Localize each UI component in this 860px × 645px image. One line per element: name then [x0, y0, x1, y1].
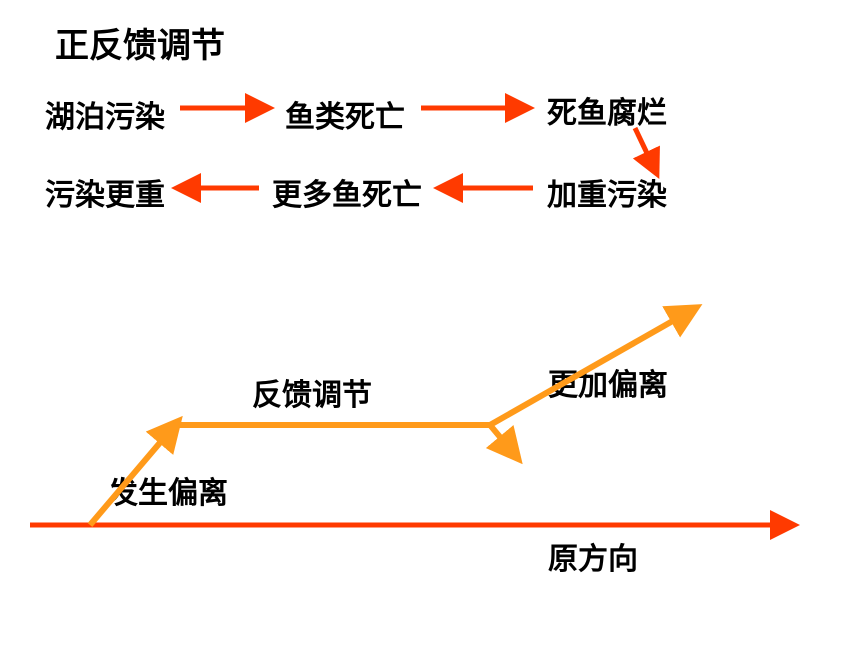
cycle-node-rot: 死鱼腐烂 — [547, 88, 667, 132]
cycle-node-more-death: 更多鱼死亡 — [272, 170, 422, 214]
label-direction: 原方向 — [548, 534, 638, 578]
cycle-node-fish-death: 鱼类死亡 — [285, 92, 405, 136]
diagram-title: 正反馈调节 — [55, 18, 225, 67]
label-more-deviate: 更加偏离 — [548, 360, 668, 404]
cycle-node-heavier: 污染更重 — [45, 170, 165, 214]
cycle-node-pollution: 湖泊污染 — [45, 92, 165, 136]
label-feedback: 反馈调节 — [252, 370, 372, 414]
cycle-node-worsen: 加重污染 — [547, 170, 667, 214]
label-deviate: 发生偏离 — [108, 468, 228, 512]
